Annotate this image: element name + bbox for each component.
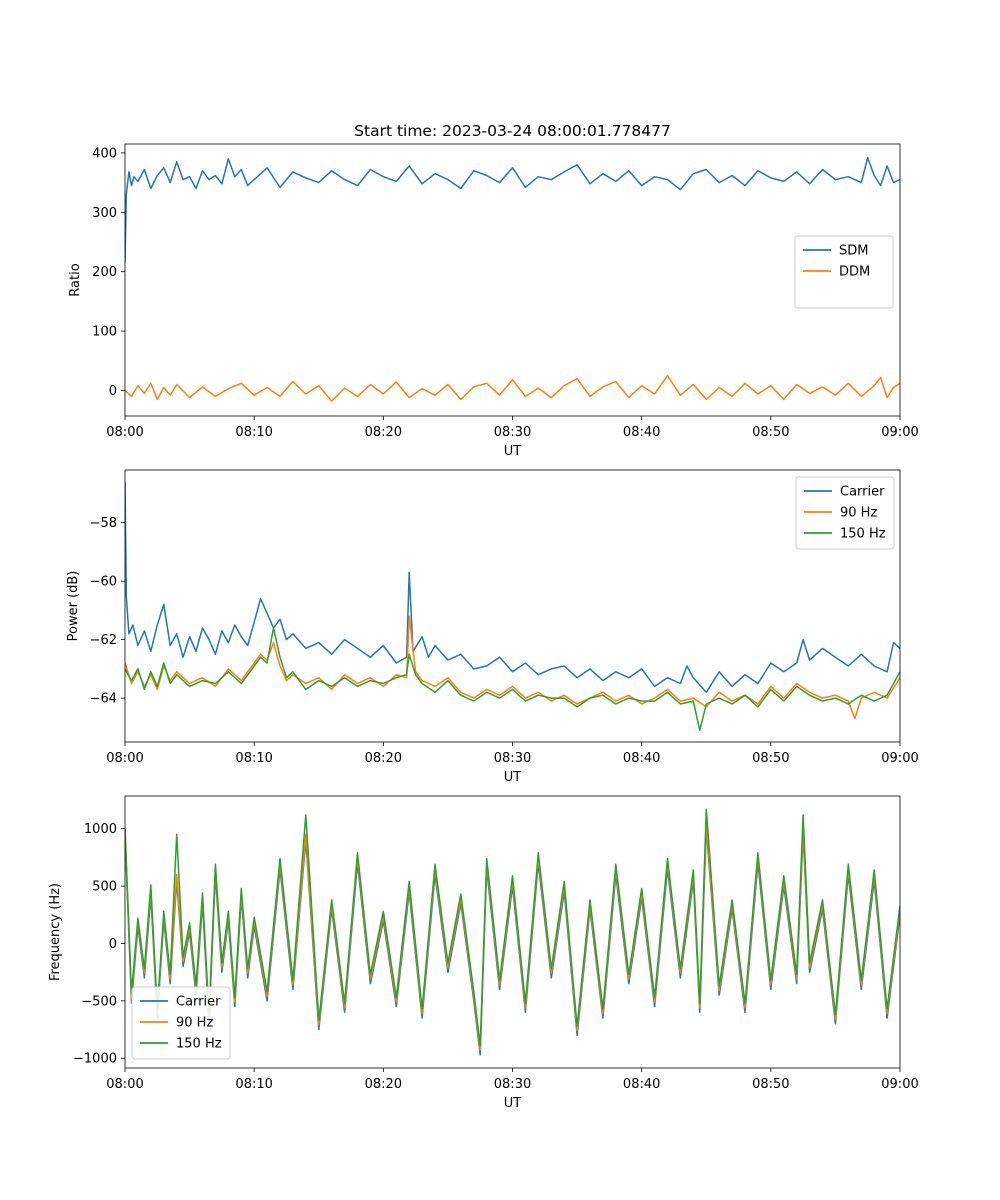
x-axis-label: UT bbox=[504, 444, 522, 459]
series-line-carrier bbox=[125, 481, 900, 694]
y-axis-label: Ratio bbox=[68, 263, 83, 296]
chart-panel-1: 08:00 08:10 08:20 08:30 08:40 08:50 09:00 0 100 2… bbox=[68, 143, 919, 459]
legend-label: 90 Hz bbox=[840, 506, 877, 521]
series-line-90-hz bbox=[125, 615, 900, 720]
series-group bbox=[125, 481, 900, 732]
x-tick-label: 08:30 bbox=[494, 1077, 531, 1092]
legend: Carrier 90 Hz 150 Hz bbox=[795, 476, 895, 550]
legend-label: 150 Hz bbox=[840, 527, 886, 542]
x-tick-label: 08:30 bbox=[494, 425, 531, 440]
legend: Carrier 90 Hz 150 Hz bbox=[131, 986, 231, 1060]
legend-box bbox=[795, 476, 895, 550]
y-axis-label: Power (dB) bbox=[66, 571, 81, 642]
legend-label: Carrier bbox=[840, 485, 885, 500]
x-tick-label: 09:00 bbox=[881, 425, 918, 440]
x-tick-label: 08:40 bbox=[623, 751, 660, 766]
y-tick-label: 500 bbox=[92, 880, 117, 895]
legend-label: DDM bbox=[839, 265, 870, 280]
x-tick-label: 08:10 bbox=[235, 425, 272, 440]
y-axis-label: Frequency (Hz) bbox=[48, 883, 63, 981]
x-tick-label: 08:50 bbox=[752, 425, 789, 440]
legend: SDM DDM bbox=[794, 235, 894, 309]
y-tick-label: −500 bbox=[81, 994, 117, 1009]
y-tick-label: 400 bbox=[92, 146, 117, 161]
x-tick-label: 08:10 bbox=[235, 1077, 272, 1092]
series-line-90-hz bbox=[125, 822, 900, 1051]
x-tick-label: 08:10 bbox=[235, 751, 272, 766]
series-line-sdm bbox=[125, 156, 900, 263]
x-tick-label: 09:00 bbox=[881, 1077, 918, 1092]
chart-panel-3: 08:00 08:10 08:20 08:30 08:40 08:50 09:00 −1000… bbox=[48, 795, 919, 1111]
x-tick-label: 08:00 bbox=[106, 751, 143, 766]
y-tick-label: −58 bbox=[90, 516, 117, 531]
plot-frame bbox=[124, 795, 901, 1069]
series-line-carrier bbox=[125, 827, 900, 1056]
legend-label: Carrier bbox=[176, 995, 221, 1010]
series-line-150-hz bbox=[125, 808, 900, 1047]
y-tick-label: 1000 bbox=[84, 822, 117, 837]
y-tick-label: −1000 bbox=[73, 1052, 117, 1067]
y-tick-label: 200 bbox=[92, 265, 117, 280]
legend-label: SDM bbox=[839, 244, 868, 259]
legend-label: 150 Hz bbox=[176, 1037, 222, 1052]
legend-label: 90 Hz bbox=[176, 1016, 213, 1031]
x-tick-label: 08:40 bbox=[623, 1077, 660, 1092]
x-tick-label: 08:50 bbox=[752, 751, 789, 766]
y-tick-label: 300 bbox=[92, 206, 117, 221]
x-tick-label: 08:50 bbox=[752, 1077, 789, 1092]
chart-title: Start time: 2023-03-24 08:00:01.778477 bbox=[354, 122, 671, 140]
legend-box bbox=[794, 235, 894, 309]
x-tick-label: 08:00 bbox=[106, 1077, 143, 1092]
y-tick-label: 0 bbox=[109, 937, 117, 952]
y-tick-label: 0 bbox=[109, 384, 117, 399]
x-tick-label: 08:20 bbox=[365, 1077, 402, 1092]
plot-frame bbox=[124, 143, 901, 417]
x-tick-label: 08:00 bbox=[106, 425, 143, 440]
x-tick-label: 08:40 bbox=[623, 425, 660, 440]
legend-box bbox=[131, 986, 231, 1060]
series-group bbox=[125, 156, 900, 402]
y-tick-label: 100 bbox=[92, 325, 117, 340]
y-tick-label: −60 bbox=[90, 575, 117, 590]
x-tick-label: 08:30 bbox=[494, 751, 531, 766]
x-tick-label: 08:20 bbox=[365, 751, 402, 766]
x-axis-label: UT bbox=[504, 1096, 522, 1111]
series-group bbox=[125, 808, 900, 1056]
x-tick-label: 09:00 bbox=[881, 751, 918, 766]
y-tick-label: −64 bbox=[90, 692, 117, 707]
chart-panel-2: 08:00 08:10 08:20 08:30 08:40 08:50 09:00 −64 −6… bbox=[66, 469, 919, 785]
series-line-150-hz bbox=[125, 627, 900, 732]
y-tick-label: −62 bbox=[90, 633, 117, 648]
series-line-ddm bbox=[125, 374, 900, 402]
panels: 08:00 08:10 08:20 08:30 08:40 08:50 09:00 0 100 2… bbox=[48, 143, 919, 1111]
x-axis-label: UT bbox=[504, 770, 522, 785]
x-tick-label: 08:20 bbox=[365, 425, 402, 440]
